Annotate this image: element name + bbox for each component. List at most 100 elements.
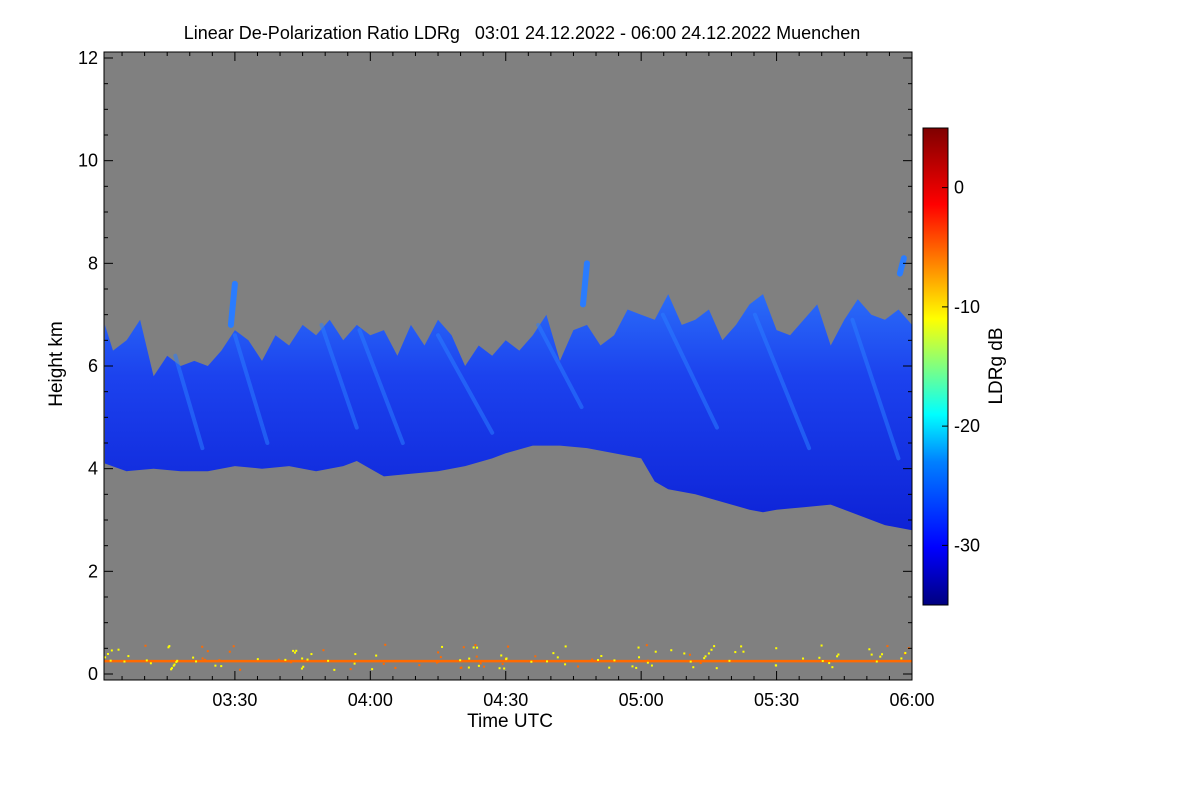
speckle	[232, 645, 235, 648]
speckle	[802, 657, 805, 660]
speckle	[710, 648, 713, 651]
speckle	[881, 653, 884, 656]
speckle	[256, 658, 259, 661]
y-tick-label: 12	[78, 48, 98, 68]
speckle	[699, 662, 702, 665]
isolated-ice-feature	[896, 255, 907, 277]
speckle	[650, 664, 653, 667]
speckle	[875, 660, 878, 663]
speckle	[327, 659, 330, 662]
speckle	[382, 662, 385, 665]
speckle	[637, 646, 640, 649]
speckle	[552, 652, 555, 655]
y-tick-label: 10	[78, 151, 98, 171]
speckle	[498, 667, 501, 670]
speckle	[597, 659, 600, 662]
speckle	[301, 657, 304, 660]
speckle	[117, 648, 120, 651]
speckle	[127, 655, 130, 658]
fall-streak	[173, 353, 205, 451]
speckle	[300, 667, 303, 670]
speckle	[820, 644, 823, 647]
fall-streak	[536, 322, 584, 410]
x-tick-label: 04:30	[483, 690, 528, 710]
speckle	[631, 665, 634, 668]
speckle	[295, 649, 298, 652]
speckle	[483, 665, 486, 668]
fall-streak	[660, 312, 719, 430]
speckle	[333, 668, 336, 671]
speckle	[277, 658, 280, 661]
speckle	[692, 666, 695, 669]
speckle	[900, 657, 903, 660]
x-tick-label: 04:00	[348, 690, 393, 710]
colorbar-gradient	[922, 127, 949, 606]
speckle	[728, 659, 731, 662]
cloud-region	[104, 294, 912, 531]
speckle	[556, 656, 559, 659]
speckle	[322, 649, 325, 652]
speckle	[201, 657, 204, 660]
speckle	[775, 647, 778, 650]
speckle	[435, 661, 438, 664]
speckle	[284, 658, 287, 661]
speckle	[214, 664, 217, 667]
y-axis: 0 2 4 6 8 10 12	[78, 48, 912, 684]
speckle	[201, 645, 204, 648]
speckle	[475, 655, 478, 658]
speckle	[688, 653, 691, 656]
colorbar-tick-label: -20	[954, 416, 980, 436]
speckle	[868, 648, 871, 651]
speckle	[394, 666, 397, 669]
speckle	[646, 661, 649, 664]
speckle	[292, 649, 295, 652]
isolated-ice-feature	[227, 280, 238, 328]
speckle	[218, 659, 221, 662]
speckle	[109, 659, 112, 662]
chart-title: Linear De-Polarization Ratio LDRg 03:01 …	[184, 23, 860, 43]
speckle	[293, 651, 296, 654]
colorbar-label: LDRg dB	[986, 327, 1007, 404]
fall-streaks	[173, 255, 907, 461]
speckle	[546, 660, 549, 663]
speckle	[172, 664, 175, 667]
speckle	[459, 659, 462, 662]
y-tick-label: 8	[88, 253, 98, 273]
speckle	[608, 666, 611, 669]
speckle	[149, 662, 152, 665]
speckle	[437, 651, 440, 654]
y-tick-label: 6	[88, 356, 98, 376]
x-tick-label: 03:30	[212, 690, 257, 710]
speckle	[734, 651, 737, 654]
speckle	[703, 657, 706, 660]
speckle	[462, 646, 465, 649]
speckle	[459, 666, 462, 669]
speckle	[310, 653, 313, 656]
speckle	[306, 658, 309, 661]
fall-streak	[319, 322, 359, 430]
speckle	[144, 644, 147, 647]
speckle	[836, 655, 839, 658]
speckle	[837, 653, 840, 656]
speckle	[167, 646, 170, 649]
speckle	[290, 661, 293, 664]
speckle	[479, 662, 482, 665]
speckle	[206, 650, 209, 653]
colorbar-tick-label: 0	[954, 178, 964, 198]
speckle	[176, 659, 179, 662]
speckle	[110, 649, 113, 652]
fall-streak	[850, 317, 901, 461]
isolated-ice-feature	[579, 260, 590, 308]
speckle	[715, 667, 718, 670]
speckle	[828, 662, 831, 665]
colorbar-tick-label: -30	[954, 535, 980, 555]
speckle	[500, 654, 503, 657]
speckle	[170, 668, 173, 671]
speckle	[175, 661, 178, 664]
speckle	[886, 645, 889, 648]
speckle	[228, 650, 231, 653]
speckle	[441, 645, 444, 648]
speckle	[670, 649, 673, 652]
speckle	[635, 666, 638, 669]
speckle	[476, 646, 479, 649]
